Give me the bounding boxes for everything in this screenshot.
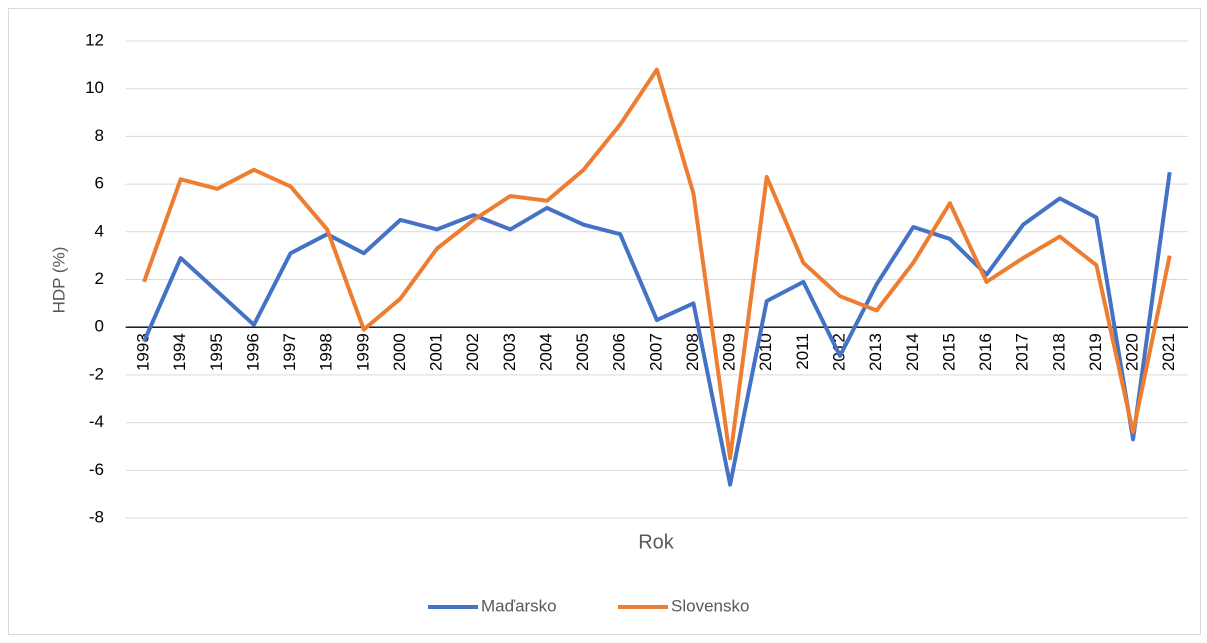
y-tick-label: -4 bbox=[89, 412, 104, 431]
x-axis-label: Rok bbox=[638, 531, 675, 553]
x-tick-label: 2019 bbox=[1086, 333, 1105, 371]
y-tick-label: -8 bbox=[89, 507, 104, 526]
x-tick-label: 2013 bbox=[866, 333, 885, 371]
x-tick-label: 2018 bbox=[1049, 333, 1068, 371]
legend-label: Slovensko bbox=[671, 596, 749, 615]
x-tick-label: 2015 bbox=[939, 333, 958, 371]
x-tick-label: 1998 bbox=[317, 333, 336, 371]
x-tick-label: 2003 bbox=[500, 333, 519, 371]
y-tick-label: 10 bbox=[85, 78, 104, 97]
y-tick-label: 2 bbox=[95, 269, 104, 288]
x-tick-label: 1997 bbox=[280, 333, 299, 371]
x-tick-label: 2014 bbox=[903, 333, 922, 371]
y-axis-label: HDP (%) bbox=[49, 247, 68, 314]
x-tick-label: 2020 bbox=[1123, 333, 1142, 371]
y-tick-label: 12 bbox=[85, 30, 104, 49]
x-tick-label: 1995 bbox=[207, 333, 226, 371]
x-tick-label: 2007 bbox=[646, 333, 665, 371]
y-tick-label: 8 bbox=[95, 126, 104, 145]
y-tick-label: -2 bbox=[89, 364, 104, 383]
x-tick-label: 2000 bbox=[390, 333, 409, 371]
y-tick-label: -6 bbox=[89, 460, 104, 479]
y-tick-label: 4 bbox=[95, 221, 104, 240]
x-tick-label: 1999 bbox=[353, 333, 372, 371]
x-tick-label: 2021 bbox=[1159, 333, 1178, 371]
x-tick-label: 2008 bbox=[683, 333, 702, 371]
x-tick-label: 2005 bbox=[573, 333, 592, 371]
x-tick-label: 2002 bbox=[463, 333, 482, 371]
x-tick-label: 1996 bbox=[243, 333, 262, 371]
series-line bbox=[142, 67, 1172, 461]
x-tick-label: 2017 bbox=[1013, 333, 1032, 371]
legend-label: Maďarsko bbox=[481, 596, 557, 615]
x-tick-label: 2009 bbox=[720, 333, 739, 371]
x-tick-label: 2006 bbox=[610, 333, 629, 371]
x-tick-label: 1993 bbox=[133, 333, 152, 371]
y-tick-label: 6 bbox=[95, 174, 104, 193]
chart-border bbox=[8, 8, 1201, 635]
x-tick-label: 2016 bbox=[976, 333, 995, 371]
series-line bbox=[142, 171, 1172, 487]
x-tick-label: 2001 bbox=[427, 333, 446, 371]
x-tick-label: 2010 bbox=[756, 333, 775, 371]
x-tick-label: 2004 bbox=[536, 333, 555, 371]
x-tick-label: 2011 bbox=[793, 333, 812, 370]
y-tick-label: 0 bbox=[95, 317, 104, 336]
x-tick-label: 1994 bbox=[170, 333, 189, 371]
